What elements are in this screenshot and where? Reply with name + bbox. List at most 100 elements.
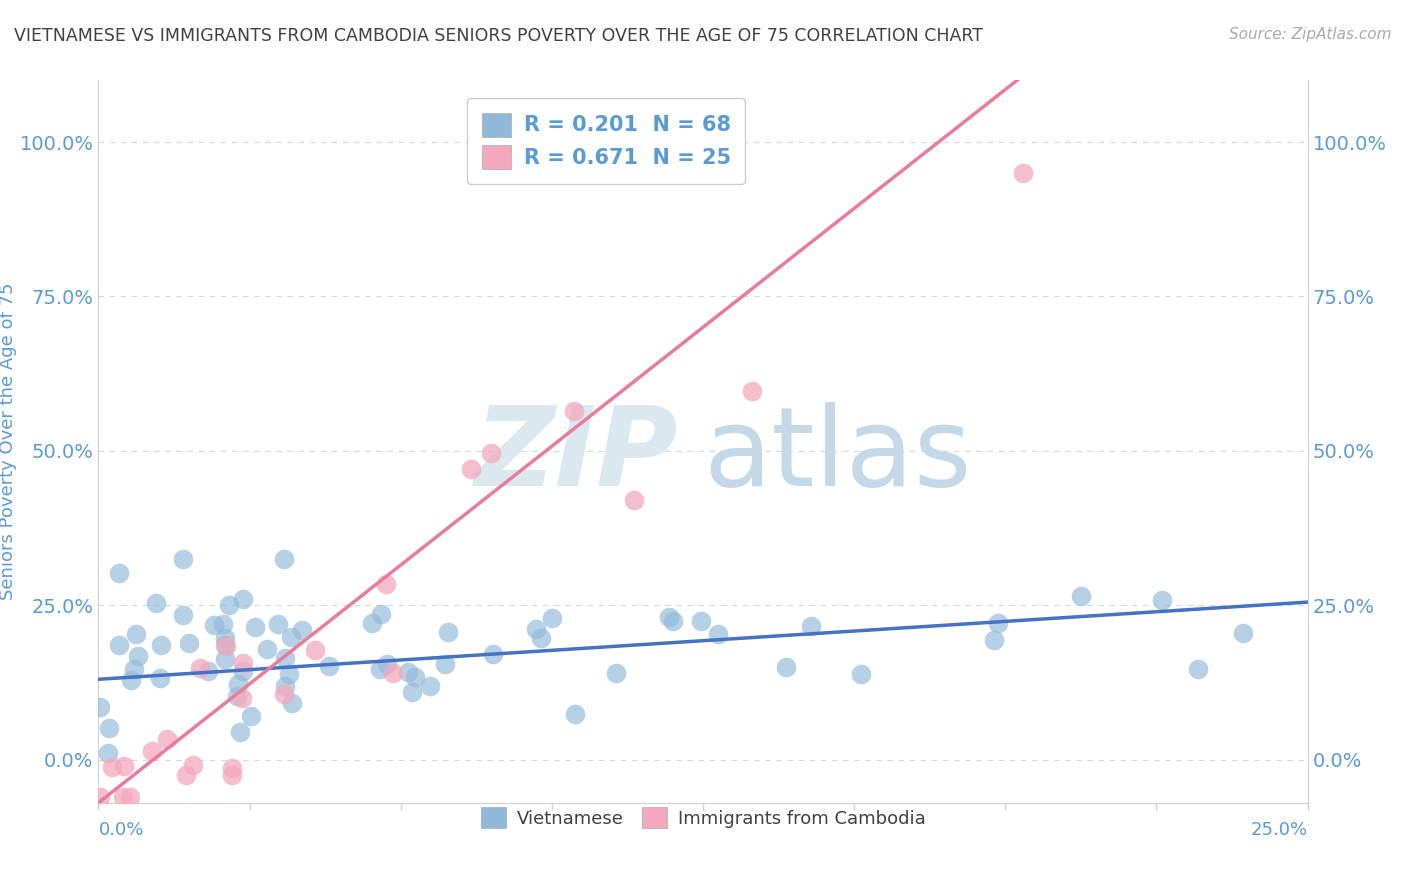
Point (172, 608, 194, 623)
Point (267, 617, 290, 632)
Point (156, 731, 179, 746)
Text: ZIP: ZIP (475, 402, 679, 509)
Point (291, 623, 314, 637)
Point (214, 631, 236, 645)
Point (1012, 166, 1035, 180)
Point (564, 707, 586, 722)
Point (775, 660, 797, 674)
Point (124, 626, 146, 640)
Point (360, 615, 382, 630)
Point (605, 665, 627, 680)
Point (623, 493, 645, 508)
Point (273, 552, 295, 566)
Point (221, 768, 243, 782)
Point (111, 789, 134, 804)
Point (381, 666, 404, 681)
Point (243, 619, 266, 633)
Point (172, 552, 194, 566)
Point (232, 665, 254, 679)
Point (281, 696, 304, 710)
Point (524, 622, 547, 636)
Text: atlas: atlas (703, 402, 972, 509)
Point (226, 689, 249, 703)
Point (481, 648, 503, 662)
Point (240, 708, 263, 723)
Point (530, 631, 553, 645)
Text: 0.0%: 0.0% (98, 822, 143, 839)
Point (174, 767, 197, 781)
Point (97, 746, 120, 760)
Point (849, 666, 872, 681)
Point (396, 665, 419, 680)
Point (122, 662, 145, 676)
Text: VIETNAMESE VS IMMIGRANTS FROM CAMBODIA SENIORS POVERTY OVER THE AGE OF 75 CORREL: VIETNAMESE VS IMMIGRANTS FROM CAMBODIA S… (14, 27, 983, 45)
Point (232, 592, 254, 607)
Point (188, 661, 211, 675)
Point (375, 657, 398, 671)
Point (228, 725, 250, 739)
Point (690, 614, 713, 628)
Point (228, 677, 250, 691)
Point (183, 758, 205, 772)
Point (404, 670, 426, 684)
Point (145, 596, 167, 610)
Point (211, 617, 233, 632)
Point (215, 639, 238, 653)
Point (150, 638, 173, 652)
Point (218, 598, 240, 612)
Point (149, 672, 172, 686)
Point (101, 760, 124, 774)
Point (89, 700, 111, 714)
Point (1152, 592, 1174, 607)
Point (304, 642, 326, 657)
Point (277, 667, 299, 681)
Point (318, 659, 340, 673)
Point (437, 625, 460, 640)
Point (274, 651, 297, 665)
Point (418, 679, 440, 693)
Point (120, 789, 142, 804)
Point (197, 664, 219, 678)
Point (741, 384, 763, 399)
Point (280, 630, 302, 644)
Text: 25.0%: 25.0% (1250, 822, 1308, 839)
Point (707, 627, 730, 641)
Point (107, 566, 129, 580)
Legend: Vietnamese, Immigrants from Cambodia: Vietnamese, Immigrants from Cambodia (471, 798, 935, 837)
Text: Source: ZipAtlas.com: Source: ZipAtlas.com (1229, 27, 1392, 42)
Point (274, 679, 297, 693)
Point (987, 616, 1010, 631)
Point (562, 404, 585, 418)
Point (232, 656, 254, 670)
Point (221, 761, 243, 775)
Point (89, 789, 111, 804)
Point (983, 633, 1005, 648)
Point (479, 446, 502, 460)
Point (256, 642, 278, 657)
Point (214, 652, 236, 666)
Point (460, 462, 482, 476)
Point (662, 614, 685, 628)
Point (800, 618, 823, 632)
Point (1070, 589, 1092, 603)
Point (273, 687, 295, 701)
Point (97, 721, 120, 735)
Point (214, 638, 236, 652)
Y-axis label: Seniors Poverty Over the Age of 75: Seniors Poverty Over the Age of 75 (0, 283, 17, 600)
Point (658, 610, 681, 624)
Point (141, 744, 163, 758)
Point (202, 617, 225, 632)
Point (1187, 662, 1209, 676)
Point (370, 607, 392, 622)
Point (112, 759, 135, 773)
Point (121, 673, 143, 687)
Point (231, 691, 253, 706)
Point (541, 611, 564, 625)
Point (375, 577, 398, 591)
Point (127, 648, 149, 663)
Point (108, 638, 131, 652)
Point (1232, 625, 1254, 640)
Point (177, 636, 200, 650)
Point (433, 657, 456, 671)
Point (368, 662, 391, 676)
